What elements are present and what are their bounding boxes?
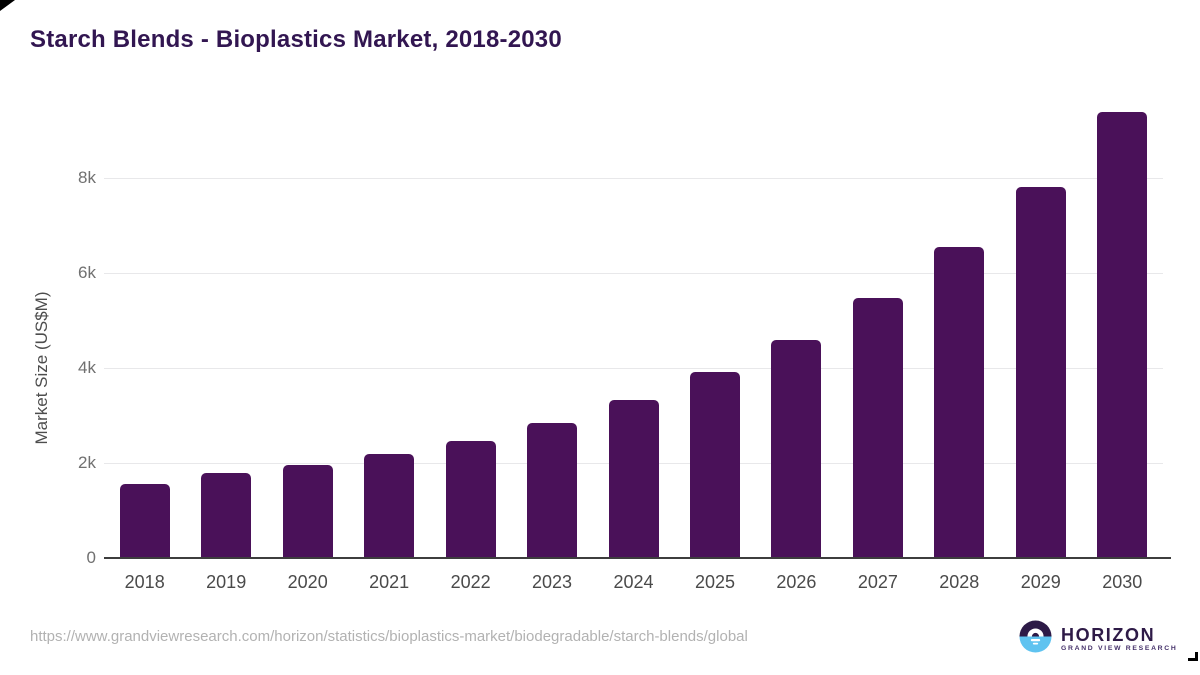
horizon-logo: HORIZON GRAND VIEW RESEARCH	[1019, 620, 1178, 658]
gridline-4k	[104, 368, 1163, 369]
bar-2030	[1097, 111, 1148, 558]
chart-title: Starch Blends - Bioplastics Market, 2018…	[30, 26, 562, 53]
bar-2022	[445, 440, 496, 558]
source-url: https://www.grandviewresearch.com/horizo…	[30, 628, 748, 645]
corner-mark-bottom-right	[1188, 652, 1198, 661]
gridline-8k	[104, 178, 1163, 179]
x-tick-label: 2019	[206, 572, 247, 592]
x-tick-label: 2025	[694, 572, 736, 592]
x-tick-label: 2026	[776, 572, 817, 592]
bar-2018	[119, 484, 170, 558]
x-tick-label: 2020	[287, 572, 328, 592]
bar-2019	[201, 472, 252, 558]
x-tick-label: 2028	[939, 572, 980, 592]
x-tick-label: 2021	[369, 572, 410, 592]
bar-2020	[282, 465, 333, 558]
y-tick-label: 8k	[78, 168, 96, 187]
bar-2028	[934, 246, 985, 558]
horizon-logo-icon	[1019, 620, 1052, 658]
bar-2026	[771, 339, 822, 558]
horizon-logo-text: HORIZON GRAND VIEW RESEARCH	[1061, 624, 1178, 653]
x-tick-label: 2030	[1102, 572, 1143, 592]
x-tick-label: 2023	[531, 572, 573, 592]
y-tick-label: 4k	[78, 358, 96, 377]
bar-2023	[527, 422, 577, 558]
corner-mark-top-left	[0, 0, 15, 11]
bar-2024	[608, 400, 659, 558]
horizon-logo-tagline: GRAND VIEW RESEARCH	[1061, 644, 1178, 652]
x-axis-line	[104, 557, 1171, 559]
horizon-logo-name: HORIZON	[1061, 624, 1156, 645]
y-tick-label: 0	[86, 548, 96, 567]
x-tick-label: 2024	[613, 572, 654, 592]
bar-2029	[1015, 186, 1066, 558]
x-tick-label: 2022	[450, 572, 491, 592]
bar-2025	[690, 372, 740, 558]
y-tick-label: 2k	[78, 453, 96, 472]
x-tick-label: 2029	[1020, 572, 1061, 592]
x-tick-label: 2018	[124, 572, 165, 592]
bar-2027	[852, 297, 903, 558]
bar-2021	[364, 454, 415, 558]
gridline-6k	[104, 273, 1163, 274]
x-tick-label: 2027	[857, 572, 898, 592]
y-tick-label: 6k	[78, 263, 96, 282]
